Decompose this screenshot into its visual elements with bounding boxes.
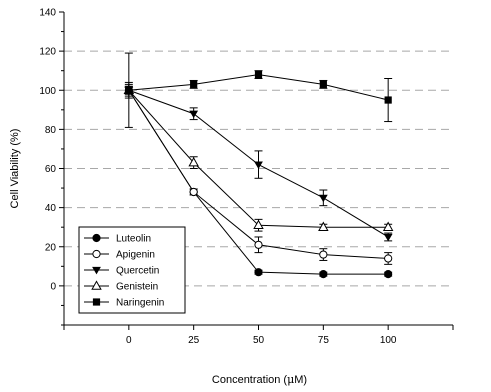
legend-marker: [92, 298, 101, 306]
legend-marker: [92, 266, 101, 275]
series-genistein: [123, 81, 394, 232]
data-point-quercetin: [189, 110, 199, 119]
y-tick-label: 60: [45, 164, 57, 175]
data-point-naringenin: [319, 80, 327, 88]
legend: Luteolin Apigenin Quercetin Genistein Naring…: [78, 226, 186, 314]
y-axis-title: Cell Viability (%): [9, 129, 21, 209]
data-point-naringenin: [190, 80, 198, 88]
data-point-luteolin: [384, 270, 393, 279]
data-point-quercetin: [254, 161, 263, 169]
axes: 0 20 40 60 80 100 120 140 0 25 50 75 100: [39, 8, 454, 346]
legend-marker: [91, 280, 102, 290]
y-tick-label: 80: [45, 125, 57, 136]
legend-item-naringenin: Naringenin: [84, 298, 164, 309]
data-point-quercetin: [383, 233, 393, 242]
series-quercetin: [124, 83, 393, 242]
x-tick-label: 50: [253, 335, 265, 346]
data-point-apigenin: [319, 250, 328, 259]
series-naringenin: [124, 52, 393, 128]
data-point-naringenin: [254, 71, 263, 79]
data-point-apigenin: [384, 254, 393, 263]
data-point-naringenin: [384, 96, 392, 104]
y-tick-label: 20: [45, 242, 57, 253]
data-point-naringenin: [125, 86, 133, 94]
legend-label: Genistein: [116, 282, 158, 293]
x-tick-label: 100: [380, 335, 397, 346]
legend-label: Quercetin: [116, 266, 159, 277]
data-point-apigenin: [254, 240, 263, 249]
data-point-genistein: [318, 221, 329, 231]
x-axis-title: Concentration (μM): [212, 373, 307, 386]
legend-label: Luteolin: [116, 234, 151, 245]
legend-label: Apigenin: [116, 250, 155, 261]
y-tick-label: 140: [39, 8, 56, 19]
data-point-genistein: [188, 157, 199, 167]
data-point-apigenin: [189, 187, 198, 197]
y-tick-label: 0: [50, 281, 56, 292]
series-layer: [123, 52, 394, 279]
legend-label: Naringenin: [116, 298, 164, 309]
data-point-luteolin: [319, 270, 328, 279]
legend-marker: [92, 249, 101, 259]
legend-item-luteolin: Luteolin: [84, 234, 151, 245]
legend-marker: [92, 233, 101, 243]
legend-item-apigenin: Apigenin: [84, 250, 155, 261]
legend-item-genistein: Genistein: [84, 280, 158, 293]
data-point-quercetin: [318, 194, 328, 203]
x-axis-title-text: Concentration (: [212, 374, 288, 386]
x-axis-title-unit: M): [294, 374, 307, 386]
x-axis-title-mu: μ: [287, 373, 294, 386]
data-point-genistein: [253, 219, 264, 230]
data-point-luteolin: [254, 268, 263, 277]
x-tick-label: 0: [126, 335, 132, 346]
legend-item-quercetin: Quercetin: [84, 266, 159, 277]
data-point-genistein: [382, 221, 394, 231]
x-tick-label: 75: [318, 335, 330, 346]
x-tick-label: 25: [188, 335, 200, 346]
series-apigenin: [124, 85, 393, 265]
y-tick-label: 40: [45, 203, 57, 214]
y-tick-label: 100: [39, 86, 56, 97]
y-tick-label: 120: [39, 47, 56, 58]
